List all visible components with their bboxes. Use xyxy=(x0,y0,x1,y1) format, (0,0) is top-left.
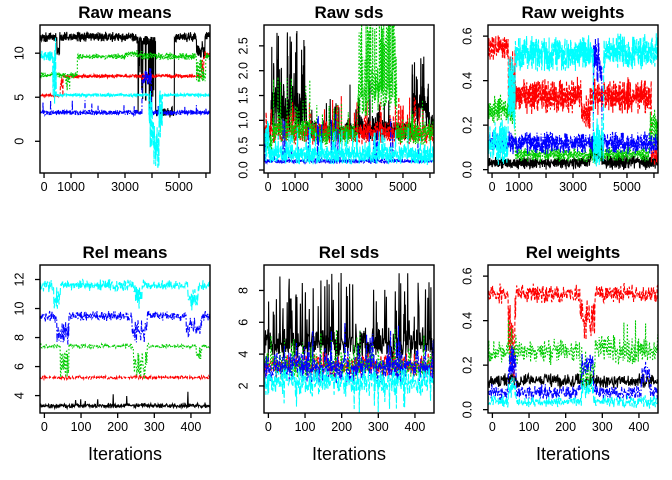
svg-text:5000: 5000 xyxy=(613,180,641,194)
svg-text:5000: 5000 xyxy=(165,180,193,194)
svg-text:1000: 1000 xyxy=(57,180,85,194)
svg-text:100: 100 xyxy=(295,420,316,434)
panel-title: Rel weights xyxy=(525,243,621,262)
svg-text:300: 300 xyxy=(592,420,613,434)
x-axis-label: Iterations xyxy=(87,444,163,464)
svg-text:1.0: 1.0 xyxy=(236,112,250,129)
svg-text:0.4: 0.4 xyxy=(460,312,474,329)
svg-text:2.5: 2.5 xyxy=(236,37,250,54)
panel-title: Rel sds xyxy=(318,243,380,262)
svg-text:200: 200 xyxy=(107,420,128,434)
svg-text:8: 8 xyxy=(12,334,26,341)
svg-text:0: 0 xyxy=(12,138,26,145)
svg-text:5: 5 xyxy=(12,94,26,101)
svg-text:6: 6 xyxy=(12,363,26,370)
panel-raw-weights: Raw weights 0 1000 3000 5000 0.0 0.2 0.4 0.6 xyxy=(448,0,672,240)
svg-text:0.4: 0.4 xyxy=(460,72,474,89)
svg-text:1.5: 1.5 xyxy=(236,87,250,104)
svg-text:0.0: 0.0 xyxy=(460,401,474,418)
svg-text:10: 10 xyxy=(12,302,26,316)
rel-sds-plot: 0 100 200 300 400 2 4 6 8 xyxy=(236,264,435,434)
svg-text:0.2: 0.2 xyxy=(460,116,474,133)
svg-text:0.2: 0.2 xyxy=(460,356,474,373)
panel-raw-means: Raw means 0 1000 3000 5000 0 5 10 xyxy=(0,0,224,240)
raw-means-plot: 0 1000 3000 5000 0 5 10 xyxy=(12,24,211,194)
svg-text:100: 100 xyxy=(519,420,540,434)
svg-text:300: 300 xyxy=(368,420,389,434)
panel-rel-means: Rel means 0 100 200 300 400 4 6 8 10 12 Iteration… xyxy=(0,240,224,480)
svg-text:1000: 1000 xyxy=(281,180,309,194)
rel-weights-plot: 0 100 200 300 400 0.0 0.2 0.4 0.6 xyxy=(460,264,659,434)
panel-raw-sds: Raw sds 0 1000 3000 5000 0.0 0.5 1.0 1.5 2.0 2.5 xyxy=(224,0,448,240)
rel-means-plot: 0 100 200 300 400 4 6 8 10 12 xyxy=(12,264,211,434)
panel-title: Rel means xyxy=(82,243,168,262)
panel-title: Raw sds xyxy=(314,3,384,22)
svg-text:0: 0 xyxy=(41,180,48,194)
svg-text:4: 4 xyxy=(236,351,250,358)
svg-text:0.0: 0.0 xyxy=(460,161,474,178)
svg-text:8: 8 xyxy=(236,287,250,294)
svg-text:3000: 3000 xyxy=(111,180,139,194)
svg-text:3000: 3000 xyxy=(559,180,587,194)
svg-text:0.6: 0.6 xyxy=(460,267,474,284)
svg-text:12: 12 xyxy=(12,273,26,287)
panel-rel-sds: Rel sds 0 100 200 300 400 2 4 6 8 Iterations xyxy=(224,240,448,480)
svg-text:200: 200 xyxy=(331,420,352,434)
svg-text:0.0: 0.0 xyxy=(236,161,250,178)
svg-text:300: 300 xyxy=(144,420,165,434)
svg-text:200: 200 xyxy=(555,420,576,434)
x-axis-label: Iterations xyxy=(535,444,611,464)
svg-text:3000: 3000 xyxy=(335,180,363,194)
raw-weights-plot: 0 1000 3000 5000 0.0 0.2 0.4 0.6 xyxy=(460,24,659,194)
raw-sds-plot: 0 1000 3000 5000 0.0 0.5 1.0 1.5 2.0 2.5 xyxy=(236,24,435,194)
x-axis-label: Iterations xyxy=(311,444,387,464)
svg-text:10: 10 xyxy=(12,46,26,60)
svg-text:2: 2 xyxy=(236,382,250,389)
panel-title: Raw weights xyxy=(521,3,625,22)
svg-text:400: 400 xyxy=(405,420,426,434)
svg-text:1000: 1000 xyxy=(505,180,533,194)
svg-text:400: 400 xyxy=(181,420,202,434)
svg-text:4: 4 xyxy=(12,392,26,399)
svg-text:0.6: 0.6 xyxy=(460,27,474,44)
panel-title: Raw means xyxy=(78,3,172,22)
svg-text:0: 0 xyxy=(489,180,496,194)
svg-text:400: 400 xyxy=(629,420,650,434)
panel-rel-weights: Rel weights 0 100 200 300 400 0.0 0.2 0.4 0.6 It… xyxy=(448,240,672,480)
svg-text:6: 6 xyxy=(236,319,250,326)
svg-text:5000: 5000 xyxy=(389,180,417,194)
svg-text:0: 0 xyxy=(41,420,48,434)
svg-text:2.0: 2.0 xyxy=(236,62,250,79)
svg-text:100: 100 xyxy=(71,420,92,434)
svg-text:0: 0 xyxy=(265,420,272,434)
svg-text:0: 0 xyxy=(265,180,272,194)
svg-text:0.5: 0.5 xyxy=(236,136,250,153)
svg-text:0: 0 xyxy=(489,420,496,434)
